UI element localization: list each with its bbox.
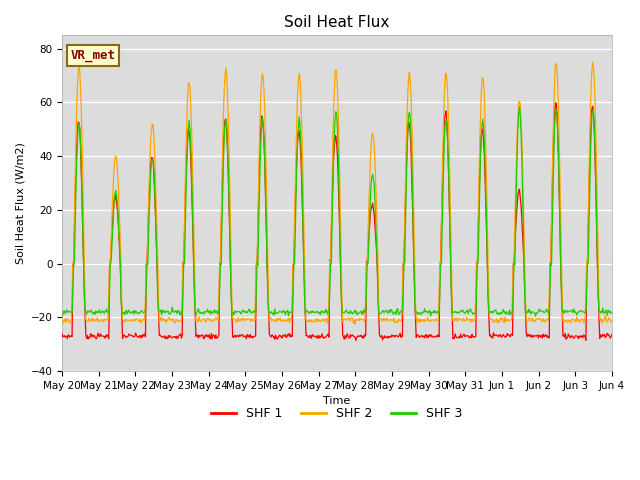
Title: Soil Heat Flux: Soil Heat Flux xyxy=(284,15,390,30)
X-axis label: Time: Time xyxy=(323,396,351,407)
Legend: SHF 1, SHF 2, SHF 3: SHF 1, SHF 2, SHF 3 xyxy=(206,402,468,425)
Y-axis label: Soil Heat Flux (W/m2): Soil Heat Flux (W/m2) xyxy=(15,142,25,264)
Text: VR_met: VR_met xyxy=(70,49,115,62)
